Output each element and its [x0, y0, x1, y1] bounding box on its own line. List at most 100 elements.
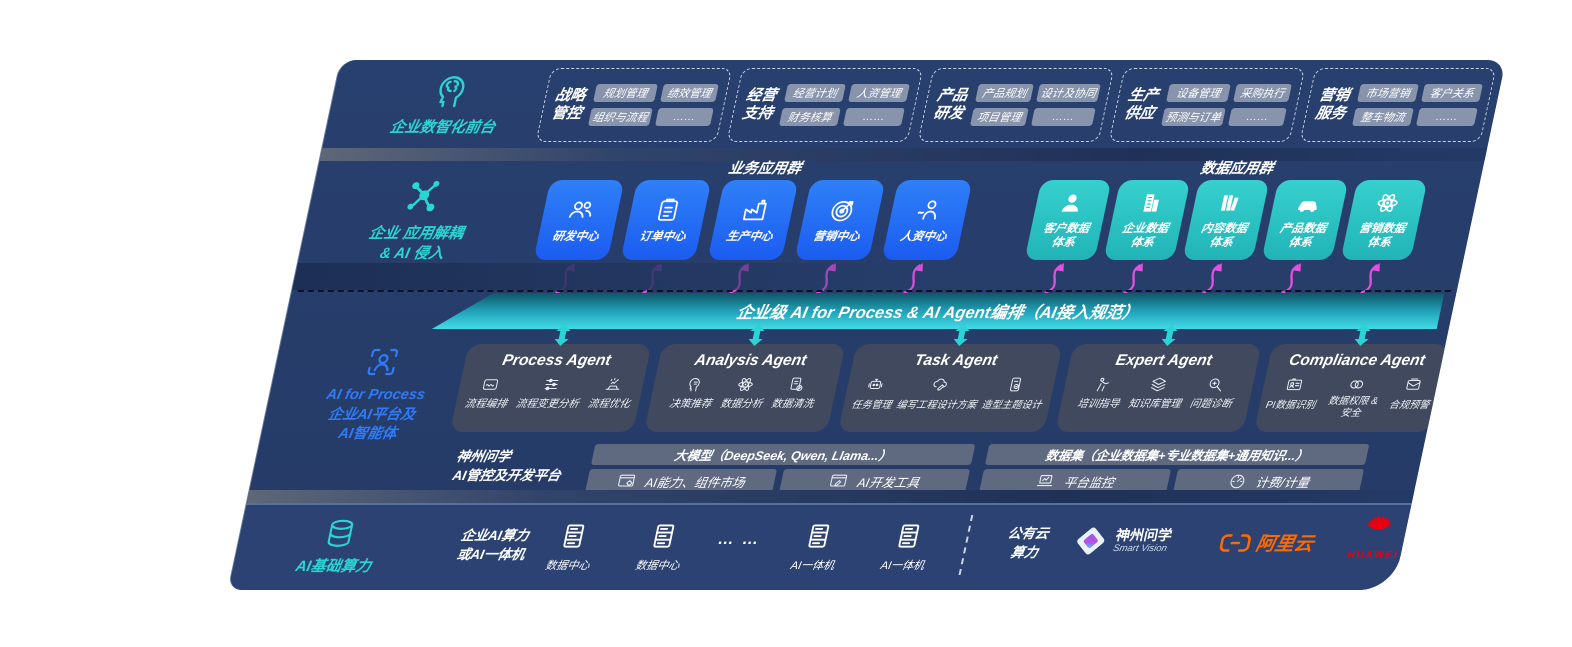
- huawei-logo: HUAWEI: [1337, 515, 1417, 561]
- compute-node: 数据中心: [620, 521, 703, 573]
- card-label: 内容数据 体系: [1199, 222, 1249, 249]
- sync-arrow-icon: [953, 324, 970, 346]
- agent-feature: 合规预警: [1388, 375, 1436, 411]
- agent-feature: 数据权限 & 安全: [1319, 375, 1388, 419]
- brain-head-icon: [439, 76, 465, 108]
- sync-arrow-icon: [554, 324, 570, 346]
- agent-feature: PI数据识别: [1265, 375, 1322, 411]
- ai-platform-label-block: AI for Process 企业AI平台及 AI智能体: [277, 344, 474, 445]
- server-icon: [563, 524, 585, 548]
- sync-arrow-icon: [1354, 324, 1371, 346]
- design-theme-icon: [1010, 377, 1022, 392]
- agent-feature: 流程变更分析: [514, 375, 585, 411]
- vendor-name: 神州问学: [1114, 526, 1174, 543]
- data-apps-header: 数据应用群: [1198, 161, 1275, 177]
- agent-feature: 问题诊断: [1188, 375, 1238, 411]
- agent-feature: 流程编排: [463, 375, 513, 411]
- module-tag: 预测与订单: [1160, 108, 1226, 126]
- cloud-divider: [958, 515, 974, 575]
- module-tag: ……: [842, 108, 905, 126]
- vendor-name: HUAWEI: [1346, 549, 1400, 561]
- module-tag: 客户关系: [1421, 84, 1483, 102]
- group-marketing-service: 营销 服务 市场营销 客户关系 整车物流 ……: [1299, 68, 1497, 142]
- aliyun-bracket-icon: [1219, 533, 1251, 552]
- agent-title: Compliance Agent: [1287, 352, 1427, 369]
- card-marketing-center: 营销中心: [794, 180, 886, 294]
- scan-person-icon: [367, 348, 399, 376]
- access-spec-dashed-line: [297, 290, 1452, 292]
- agent-feature: 流程优化: [586, 375, 636, 411]
- aliyun-logo: 阿里云: [1218, 529, 1317, 556]
- card-label: 产品数据 体系: [1278, 222, 1328, 249]
- module-tag: ……: [1227, 108, 1287, 126]
- server-icon: [653, 524, 675, 548]
- module-tag: 设计及协同: [1036, 84, 1101, 102]
- group-title: 产品: [935, 87, 970, 104]
- agent-feature: 决策推荐: [668, 375, 718, 411]
- agent-analysis: Analysis Agent 决策推荐 数据分析 数据清洗: [643, 324, 846, 432]
- ai-injection-arrow: [1044, 263, 1064, 294]
- data-clean-icon: [790, 377, 803, 392]
- compute-node: AI一体机: [865, 521, 948, 573]
- group-title: 经营: [744, 87, 779, 104]
- diagnosis-icon: [1209, 378, 1221, 392]
- front-layer-label-block: 企业数智化前台: [353, 72, 543, 137]
- window-pen-icon: [830, 474, 848, 487]
- module-tag: ……: [654, 108, 714, 126]
- laptop-monitor-icon: [1036, 475, 1053, 487]
- dataset-bar: 数据集（企业数据集+专业数据集+通用知识...）: [984, 444, 1370, 465]
- more-nodes-ellipsis: … …: [716, 531, 763, 548]
- agent-title: Expert Agent: [1114, 352, 1214, 369]
- flow-orchestration-icon: [482, 379, 498, 390]
- flow-optimize-icon: [605, 378, 619, 390]
- diagram-stage: 企业数智化前台 企业 应用解耦 & AI 侵入 AI for Process 企…: [227, 60, 1507, 590]
- platform-vendor-label: 神州问学 AI管控及开发平台: [450, 448, 566, 486]
- task-robot-icon: [868, 378, 883, 389]
- agent-title: Process Agent: [500, 352, 613, 369]
- compute-layer: AI基础算力 企业AI算力 或AI一体机 数据中心 数据中心 … … AI一体机 …: [228, 503, 1412, 590]
- front-office-groups: 战略 管控 规划管理 绩效管理 组织与流程 …… 经营 支持 经营计划 人资管理 财…: [535, 68, 1497, 142]
- module-tag: 人资管理: [848, 84, 910, 102]
- module-tag: 规划管理: [593, 84, 658, 102]
- group-strategy-control: 战略 管控 规划管理 绩效管理 组织与流程 ……: [535, 68, 733, 142]
- server-icon: [808, 524, 830, 548]
- group-title: 服务: [1313, 105, 1348, 122]
- platform-model-group: 大模型（DeepSeek, Qwen, Llama...） AI能力、组件市场 …: [584, 444, 976, 493]
- platform-dataset-group: 数据集（企业数据集+专业数据集+通用知识...） 平台监控 计费/计量: [978, 444, 1370, 493]
- vendor-subtitle: Smart Vision: [1111, 543, 1168, 555]
- smartvision-logo: 神州问学 Smart Vision: [1071, 525, 1174, 557]
- group-production-supply: 生产 供应 设备管理 采购执行 预测与订单 ……: [1108, 68, 1306, 142]
- card-customer-data: 客户数据 体系: [1024, 180, 1112, 294]
- layer-shadow: [292, 263, 938, 290]
- card-label: 人资中心: [899, 230, 948, 243]
- module-tag: 产品规划: [975, 84, 1034, 102]
- engineering-doc-icon: [933, 378, 948, 391]
- ai-platform-label-line3: AI智能体: [336, 426, 399, 443]
- card-label: 营销数据 体系: [1357, 222, 1407, 249]
- module-tag: 经营计划: [784, 84, 846, 102]
- sync-arrow-icon: [1161, 324, 1178, 346]
- training-icon: [1096, 377, 1109, 392]
- module-tag: 绩效管理: [660, 84, 719, 102]
- knowledge-layers-icon: [1151, 377, 1167, 392]
- module-tag: 设备管理: [1166, 84, 1231, 102]
- devtools-cell: AI开发工具: [778, 469, 971, 493]
- group-title: 生产: [1126, 87, 1161, 104]
- card-content-data: 内容数据 体系: [1182, 180, 1270, 294]
- billing-cell: 计费/计量: [1172, 469, 1365, 493]
- module-tag: 采购执行: [1233, 84, 1292, 102]
- database-icon: [327, 519, 354, 547]
- business-apps-header: 业务应用群: [726, 161, 803, 177]
- monitor-cell: 平台监控: [978, 469, 1171, 493]
- capability-market-cell: AI能力、组件市场: [584, 469, 777, 493]
- card-rnd-center: 研发中心: [533, 180, 625, 294]
- compute-label: AI基础算力: [294, 558, 373, 575]
- business-app-cards: 研发中心 订单中心 生产中心 营销中心 人资中心: [533, 180, 974, 294]
- orchestration-label: 企业级 AI for Process & AI Agent编排（AI接入规范）: [734, 304, 1141, 322]
- gauge-icon: [1229, 474, 1244, 489]
- compute-node: AI一体机: [775, 521, 858, 573]
- app-layer-label-line1: 企业 应用解耦: [367, 225, 466, 242]
- agent-feature: 编写工程设计方案: [895, 375, 983, 411]
- module-tag: 财务核算: [778, 108, 841, 126]
